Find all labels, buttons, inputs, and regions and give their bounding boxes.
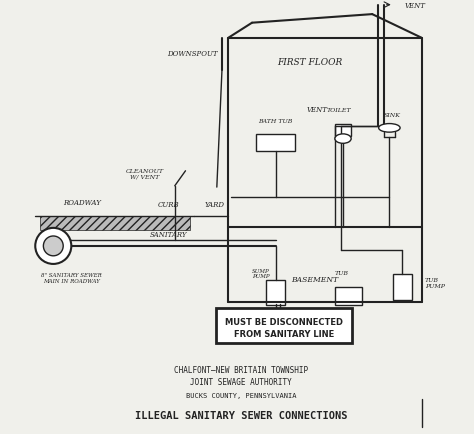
Text: TOILET: TOILET: [327, 108, 351, 113]
Text: CHALFONT–NEW BRITAIN TOWNSHIP: CHALFONT–NEW BRITAIN TOWNSHIP: [174, 365, 309, 374]
Text: SUMP
PUMP: SUMP PUMP: [252, 268, 270, 279]
Bar: [266, 281, 285, 306]
Text: MUST BE DISCONNECTED: MUST BE DISCONNECTED: [225, 317, 343, 326]
Bar: [256, 135, 295, 151]
Text: CURB: CURB: [157, 201, 179, 209]
Circle shape: [35, 228, 71, 264]
Text: VENT: VENT: [404, 2, 425, 10]
Text: BATH TUB: BATH TUB: [258, 118, 293, 123]
Bar: [217, 309, 352, 344]
Text: FROM SANITARY LINE: FROM SANITARY LINE: [234, 329, 334, 338]
Text: CLEANOUT
W/ VENT: CLEANOUT W/ VENT: [126, 168, 164, 179]
Text: 8" SANITARY SEWER
MAIN IN ROADWAY: 8" SANITARY SEWER MAIN IN ROADWAY: [41, 272, 102, 283]
Text: TUB
PUMP: TUB PUMP: [425, 277, 445, 288]
Text: SANITARY: SANITARY: [150, 231, 187, 239]
Ellipse shape: [335, 135, 351, 144]
Text: YARD: YARD: [205, 201, 225, 209]
Bar: [393, 274, 412, 301]
Text: VENT: VENT: [306, 105, 327, 113]
Text: JOINT SEWAGE AUTHORITY: JOINT SEWAGE AUTHORITY: [191, 378, 292, 387]
Text: FIRST FLOOR: FIRST FLOOR: [277, 58, 343, 67]
Text: SINK: SINK: [384, 112, 401, 117]
Text: TUB: TUB: [335, 271, 349, 276]
Ellipse shape: [379, 124, 400, 133]
Bar: [335, 287, 362, 305]
Circle shape: [44, 237, 63, 256]
Text: ILLEGAL SANITARY SEWER CONNECTIONS: ILLEGAL SANITARY SEWER CONNECTIONS: [135, 411, 347, 421]
Bar: [393, 274, 412, 301]
Text: ROADWAY: ROADWAY: [64, 198, 101, 206]
Bar: [335, 287, 362, 305]
Bar: [335, 124, 351, 137]
Text: BASEMENT: BASEMENT: [291, 275, 338, 283]
Bar: [335, 124, 351, 137]
Text: BUCKS COUNTY, PENNSYLVANIA: BUCKS COUNTY, PENNSYLVANIA: [186, 392, 297, 398]
Polygon shape: [39, 217, 190, 230]
Bar: [256, 135, 295, 151]
Bar: [217, 309, 352, 344]
Text: DOWNSPOUT: DOWNSPOUT: [167, 49, 217, 58]
Bar: [266, 281, 285, 306]
